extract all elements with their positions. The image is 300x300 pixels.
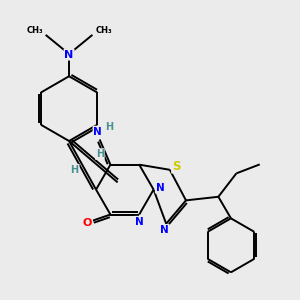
Text: O: O xyxy=(83,218,92,228)
Text: N: N xyxy=(135,217,144,227)
Text: N: N xyxy=(64,50,74,60)
Text: S: S xyxy=(172,160,181,173)
Text: N: N xyxy=(94,127,102,136)
Text: CH₃: CH₃ xyxy=(95,26,112,35)
Text: CH₃: CH₃ xyxy=(26,26,43,35)
Text: N: N xyxy=(156,183,164,193)
Text: H: H xyxy=(96,149,104,159)
Text: H: H xyxy=(70,165,79,175)
Text: N: N xyxy=(160,225,169,235)
Text: H: H xyxy=(105,122,113,132)
